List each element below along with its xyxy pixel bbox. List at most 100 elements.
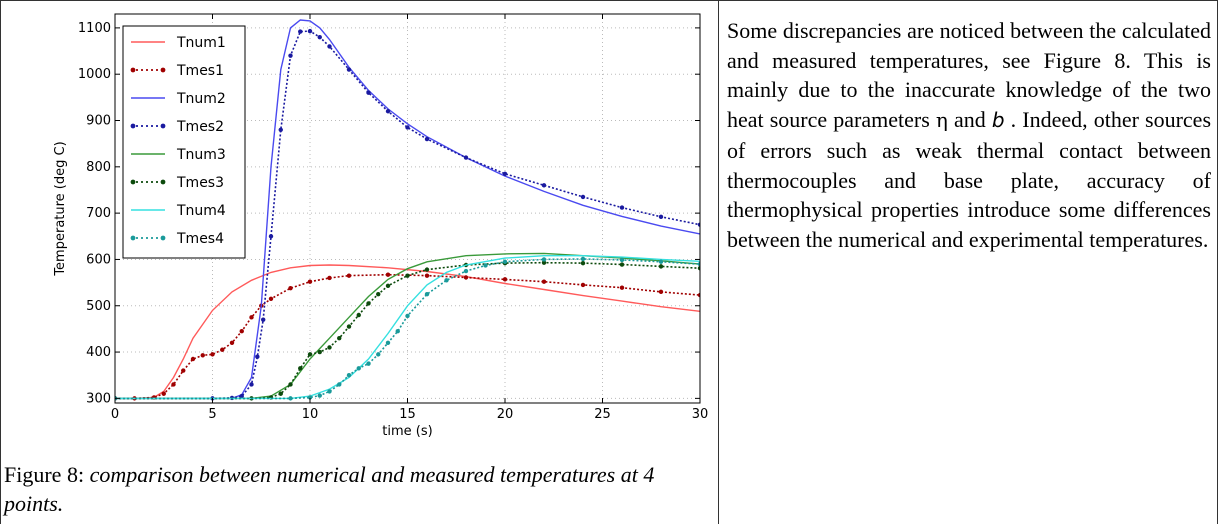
- table-border-divider: [718, 0, 719, 524]
- legend-label-tmes4: Tmes4: [176, 231, 224, 247]
- point-tmes4-14: [444, 278, 449, 283]
- point-tmes1-24: [580, 282, 586, 288]
- point-tmes3-19: [541, 260, 547, 265]
- point-tmes4-20: [619, 257, 625, 263]
- legend-label-tmes3: Tmes3: [176, 175, 224, 191]
- x-tick-label-5: 25: [594, 407, 611, 422]
- point-tmes3-11: [356, 312, 361, 318]
- point-tmes3-14: [385, 283, 391, 289]
- point-tmes1-16: [307, 279, 313, 284]
- table-border-top: [0, 0, 1218, 1]
- point-tmes1-22: [502, 277, 508, 282]
- point-tmes1-19: [385, 272, 391, 277]
- point-tmes4-7: [356, 366, 361, 371]
- point-tmes4-22: [697, 261, 700, 267]
- point-tmes1-14: [268, 296, 274, 302]
- y-tick-label-7: 1000: [78, 67, 111, 82]
- legend-marker-end-tmes4: [160, 235, 166, 241]
- x-axis-label: time (s): [382, 424, 432, 439]
- x-tick-label-1: 5: [208, 407, 216, 422]
- y-tick-label-8: 1100: [78, 21, 111, 36]
- series-tnum1: [115, 264, 700, 400]
- point-tmes3-15: [405, 273, 410, 278]
- point-tmes3-4: [288, 382, 293, 387]
- y-tick-label-3: 600: [86, 252, 111, 267]
- legend-label-tnum1: Tnum1: [176, 35, 226, 51]
- point-tmes3-22: [658, 264, 664, 269]
- series-tmes3: [115, 261, 700, 400]
- point-tmes3-6: [307, 352, 313, 357]
- point-tmes2-14: [346, 67, 352, 72]
- point-tmes1-27: [697, 292, 700, 298]
- point-tmes2-6: [261, 317, 266, 322]
- point-tmes1-11: [239, 329, 244, 334]
- x-tick-label-3: 15: [399, 407, 416, 422]
- paragraph-part2: . Indeed, other sources of errors such a…: [727, 107, 1212, 252]
- point-tmes4-15: [463, 268, 469, 274]
- point-tmes2-21: [541, 183, 547, 188]
- point-tmes2-25: [697, 222, 700, 227]
- point-tmes4-18: [541, 257, 547, 262]
- legend-marker-end-tmes1: [160, 67, 166, 73]
- point-tmes4-9: [376, 352, 381, 357]
- point-tmes2-17: [405, 125, 410, 130]
- point-tmes2-5: [255, 354, 260, 359]
- point-tmes1-25: [619, 285, 625, 290]
- point-tmes2-11: [307, 28, 313, 34]
- y-tick-label-5: 800: [86, 160, 111, 175]
- point-tmes1-5: [181, 368, 186, 373]
- point-tmes3-20: [580, 260, 586, 266]
- point-tmes4-6: [346, 373, 352, 378]
- legend-box: [122, 25, 246, 259]
- point-tmes1-8: [210, 352, 215, 357]
- point-tmes3-5: [298, 366, 303, 371]
- y-tick-label-1: 400: [86, 345, 111, 360]
- point-tmes1-20: [424, 273, 430, 278]
- point-tmes2-10: [298, 29, 303, 34]
- series-tnum2: [115, 19, 700, 400]
- point-tmes3-8: [327, 345, 332, 350]
- point-tmes2-4: [249, 382, 254, 387]
- caption-text: comparison between numerical and measure…: [4, 462, 655, 516]
- x-tick-label-0: 0: [111, 407, 119, 422]
- point-tmes4-16: [483, 263, 488, 268]
- point-tmes4-17: [502, 259, 508, 264]
- point-tmes1-23: [541, 279, 547, 284]
- point-tmes3-12: [366, 301, 371, 306]
- table-border-left: [0, 0, 1, 524]
- point-tmes3-10: [346, 324, 352, 329]
- point-tmes1-6: [190, 356, 196, 362]
- point-tmes4-11: [395, 329, 400, 334]
- point-tmes3-3: [278, 391, 283, 396]
- legend-marker-start-tmes2: [130, 123, 136, 129]
- point-tmes4-5: [337, 382, 342, 387]
- point-tmes2-7: [268, 234, 274, 239]
- point-tmes3-7: [317, 349, 322, 355]
- point-tmes2-22: [580, 194, 586, 200]
- point-tmes2-24: [658, 214, 664, 220]
- point-tmes2-20: [502, 171, 508, 176]
- point-tmes3-16: [424, 267, 430, 272]
- point-tmes2-16: [385, 109, 391, 114]
- series-tmes4: [115, 258, 700, 400]
- paragraph-part1: Some discrepancies are noticed between t…: [727, 18, 1211, 133]
- point-tmes4-1: [288, 396, 293, 401]
- x-tick-label-2: 10: [302, 407, 319, 422]
- point-tmes1-15: [288, 285, 293, 291]
- point-tmes4-4: [327, 389, 332, 394]
- legend-label-tmes1: Tmes1: [176, 63, 224, 79]
- legend-label-tnum4: Tnum4: [176, 203, 226, 219]
- point-tmes4-8: [366, 361, 371, 366]
- point-tmes3-23: [697, 266, 700, 271]
- point-tmes1-3: [161, 391, 166, 396]
- body-paragraph: Some discrepancies are noticed between t…: [727, 16, 1211, 255]
- point-tmes1-9: [220, 347, 225, 352]
- point-tmes4-3: [317, 393, 322, 398]
- legend-label-tnum2: Tnum2: [176, 91, 226, 107]
- figure-caption: Figure 8: comparison between numerical a…: [4, 460, 716, 518]
- paragraph-and: and: [947, 107, 992, 133]
- point-tmes4-12: [405, 313, 410, 319]
- point-tmes4-19: [580, 256, 586, 262]
- legend-marker-end-tmes3: [160, 179, 166, 185]
